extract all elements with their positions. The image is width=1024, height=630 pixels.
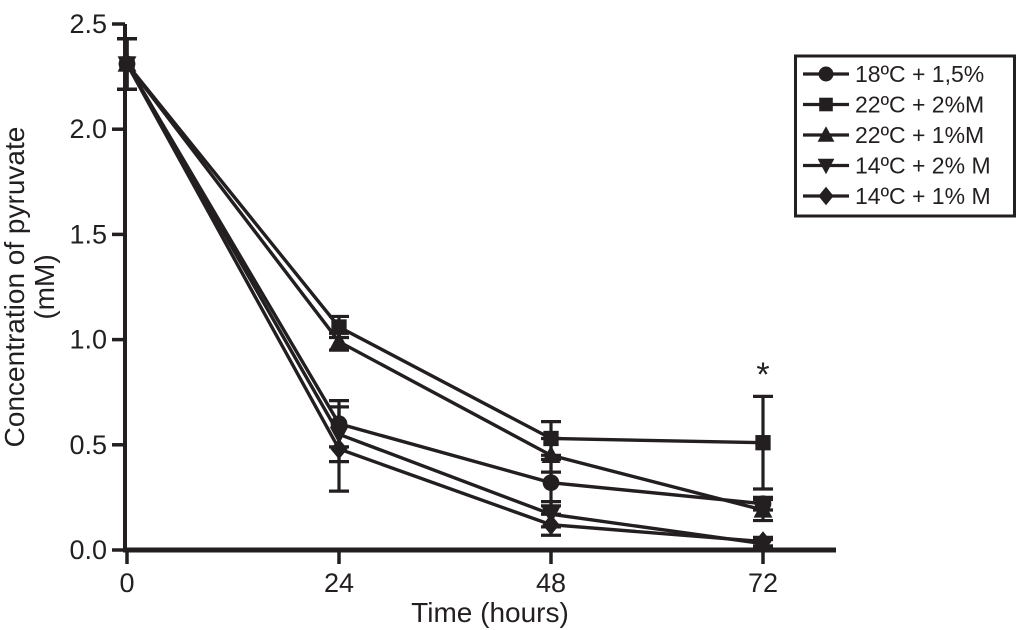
marker-diamond-icon — [754, 531, 772, 552]
series-markers-18-c-1-5 — [118, 55, 772, 513]
series-markers-14-c-1-m — [118, 53, 772, 552]
y-axis-title-line2: (mM) — [29, 254, 60, 319]
y-axis-title-line1: Concentration of pyruvate — [0, 127, 30, 448]
legend-label: 22ºC + 2%M — [855, 92, 984, 118]
series-line — [125, 62, 764, 445]
series-22-c-1-m — [117, 37, 773, 523]
marker-square-icon — [331, 319, 347, 335]
series-markers-22-c-2-m — [119, 56, 771, 451]
marker-diamond-icon — [118, 53, 136, 75]
x-tick-label: 24 — [324, 568, 354, 598]
x-axis-title: Time (hours) — [411, 597, 569, 628]
significance-asterisk-annotation: * — [756, 356, 769, 394]
legend-marker-square-icon — [819, 97, 833, 112]
marker-circle-icon — [542, 474, 560, 492]
legend-marker-triangle-down-icon — [817, 158, 835, 175]
legend-label: 14ºC + 2% M — [855, 153, 991, 179]
marker-square-icon — [543, 430, 559, 447]
y-tick-label: 2.5 — [69, 9, 107, 39]
y-tick-label: 1.5 — [69, 219, 107, 249]
legend: 18ºC + 1,5% 22ºC + 2%M 22ºC + 1%M 14ºC + 2%… — [794, 54, 1016, 218]
series-markers-22-c-1-m — [117, 54, 773, 518]
legend-item-14-c-1-m: 14ºC + 1% M — [803, 183, 991, 209]
y-tick-label: 0.0 — [69, 535, 107, 565]
marker-triangle-up-icon — [329, 331, 349, 350]
chart-generated-content: 0 24 48 72 0.0 0.5 1.0 1.5 2.0 2.5 18ºC + 1,5% 22ºC… — [69, 9, 1016, 598]
legend-item-22-c-1-m: 22ºC + 1%M — [803, 122, 984, 148]
series-22-c-2-m — [117, 37, 773, 491]
series-14-c-2-m — [117, 37, 773, 550]
series-line — [125, 62, 764, 512]
series-line — [125, 63, 764, 544]
marker-triangle-up-icon — [541, 445, 561, 463]
legend-marker-triangle-up-icon — [817, 126, 835, 142]
marker-diamond-icon — [542, 514, 560, 536]
x-tick-label: 0 — [119, 568, 134, 598]
marker-triangle-up-icon — [753, 500, 773, 518]
x-tick-label: 72 — [748, 568, 778, 598]
y-tick-label: 1.0 — [69, 325, 107, 355]
legend-marker-diamond-icon — [818, 186, 834, 206]
legend-marker-circle-icon — [818, 66, 834, 82]
y-tick-label: 0.5 — [69, 430, 107, 460]
marker-triangle-down-icon — [329, 426, 349, 445]
series-line — [125, 63, 764, 506]
marker-diamond-icon — [330, 438, 348, 460]
y-tick-label: 2.0 — [69, 114, 107, 144]
series-14-c-1-m — [117, 37, 773, 548]
legend-label: 14ºC + 1% M — [855, 183, 991, 209]
marker-square-icon — [755, 435, 771, 451]
legend-label: 22ºC + 1%M — [855, 122, 984, 148]
series-line — [125, 63, 764, 546]
series-markers-14-c-2-m — [117, 56, 773, 554]
legend-item-14-c-2-m: 14ºC + 2% M — [803, 153, 991, 179]
x-tick-label: 48 — [536, 568, 566, 598]
legend-item-18-c-1-5: 18ºC + 1,5% — [803, 61, 984, 87]
legend-label: 18ºC + 1,5% — [855, 61, 984, 87]
legend-item-22-c-2-m: 22ºC + 2%M — [803, 92, 984, 118]
